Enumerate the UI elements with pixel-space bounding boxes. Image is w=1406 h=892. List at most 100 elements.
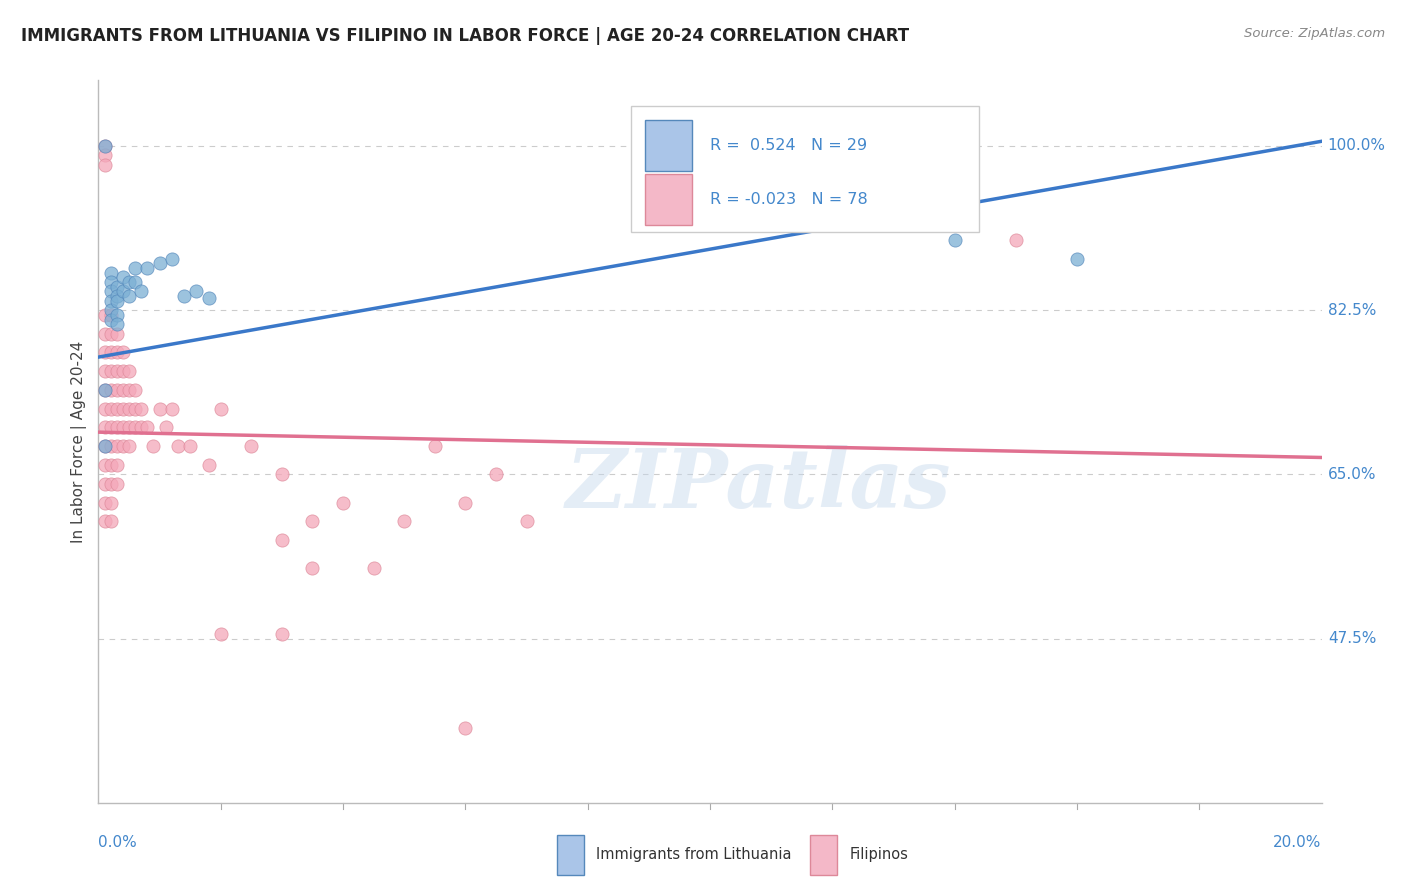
Point: [100, 303, 122, 318]
Point: [124, 260, 146, 275]
Point: [118, 401, 141, 416]
Point: [111, 345, 134, 359]
Point: [124, 383, 146, 397]
Point: [100, 326, 122, 341]
Point: [160, 401, 183, 416]
Text: Filipinos: Filipinos: [849, 847, 908, 863]
Bar: [645, 120, 692, 170]
Point: [197, 458, 219, 472]
Text: R =  0.524   N = 29: R = 0.524 N = 29: [710, 137, 868, 153]
Point: [105, 345, 128, 359]
Point: [167, 439, 190, 453]
Point: [100, 514, 122, 528]
Point: [943, 233, 966, 247]
Point: [100, 293, 122, 308]
Point: [118, 439, 141, 453]
Point: [301, 514, 323, 528]
Point: [105, 279, 128, 293]
Point: [332, 495, 354, 509]
Point: [136, 260, 159, 275]
Point: [142, 439, 165, 453]
Point: [93, 476, 115, 491]
Point: [301, 561, 323, 575]
Point: [100, 266, 122, 280]
Point: [100, 345, 122, 359]
Bar: [810, 835, 837, 875]
Point: [111, 285, 134, 299]
Point: [93, 514, 115, 528]
Point: [93, 139, 115, 153]
Point: [105, 383, 128, 397]
Text: Immigrants from Lithuania: Immigrants from Lithuania: [596, 847, 792, 863]
Point: [93, 439, 115, 453]
Point: [485, 467, 508, 482]
Point: [93, 364, 115, 378]
Point: [197, 291, 219, 305]
Point: [105, 326, 128, 341]
Text: 65.0%: 65.0%: [1327, 467, 1376, 482]
Point: [105, 364, 128, 378]
Point: [93, 401, 115, 416]
Point: [209, 627, 232, 641]
Point: [105, 289, 128, 303]
Point: [100, 275, 122, 289]
Point: [93, 383, 115, 397]
Point: [105, 308, 128, 322]
Point: [124, 420, 146, 434]
Point: [118, 420, 141, 434]
Y-axis label: In Labor Force | Age 20-24: In Labor Force | Age 20-24: [72, 341, 87, 542]
Point: [100, 308, 122, 322]
Point: [93, 495, 115, 509]
Point: [149, 256, 172, 270]
Point: [111, 439, 134, 453]
Bar: [645, 174, 692, 225]
Point: [93, 308, 115, 322]
Point: [240, 439, 263, 453]
Point: [1004, 233, 1026, 247]
Point: [173, 289, 195, 303]
Point: [105, 318, 128, 332]
Point: [105, 420, 128, 434]
Point: [454, 721, 477, 735]
Point: [100, 439, 122, 453]
Point: [105, 439, 128, 453]
Point: [129, 401, 152, 416]
Point: [93, 383, 115, 397]
Point: [423, 439, 446, 453]
Bar: [557, 835, 583, 875]
Point: [93, 420, 115, 434]
Point: [93, 439, 115, 453]
Point: [160, 252, 183, 266]
Text: ZIPatlas: ZIPatlas: [567, 445, 952, 524]
Text: R = -0.023   N = 78: R = -0.023 N = 78: [710, 192, 868, 207]
Text: 47.5%: 47.5%: [1327, 632, 1376, 646]
Point: [100, 476, 122, 491]
Point: [270, 627, 292, 641]
Point: [124, 275, 146, 289]
Point: [118, 364, 141, 378]
Point: [392, 514, 416, 528]
Point: [118, 383, 141, 397]
Point: [111, 270, 134, 285]
Text: 100.0%: 100.0%: [1327, 138, 1386, 153]
Text: Source: ZipAtlas.com: Source: ZipAtlas.com: [1244, 27, 1385, 40]
Point: [105, 476, 128, 491]
Point: [118, 289, 141, 303]
Point: [149, 401, 172, 416]
Point: [100, 495, 122, 509]
Text: IMMIGRANTS FROM LITHUANIA VS FILIPINO IN LABOR FORCE | AGE 20-24 CORRELATION CHA: IMMIGRANTS FROM LITHUANIA VS FILIPINO IN…: [21, 27, 910, 45]
FancyBboxPatch shape: [630, 105, 979, 232]
Text: 20.0%: 20.0%: [1274, 835, 1322, 850]
Point: [129, 285, 152, 299]
Point: [111, 383, 134, 397]
Point: [93, 345, 115, 359]
Point: [93, 326, 115, 341]
Point: [93, 158, 115, 172]
Point: [111, 401, 134, 416]
Text: 0.0%: 0.0%: [98, 835, 138, 850]
Point: [136, 420, 159, 434]
Point: [1066, 252, 1088, 266]
Point: [100, 401, 122, 416]
Point: [93, 148, 115, 162]
Point: [209, 401, 232, 416]
